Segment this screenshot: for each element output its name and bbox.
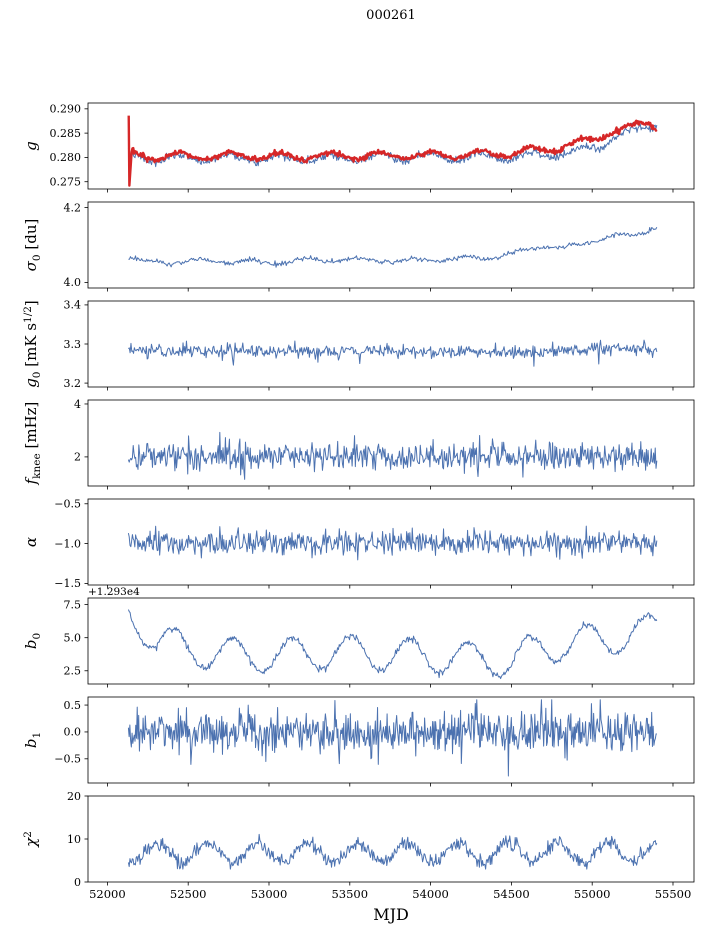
y-axis-label-b1: b1 <box>22 732 43 748</box>
plot-canvas-chi2: 0 10 20 52000 52500 53000 53500 54000 54500 55000… <box>22 790 695 901</box>
subplot-fknee: 2 4 fknee [mHz] <box>0 398 720 490</box>
plot-canvas-alpha: −1.5 −1.0 −0.5 α <box>22 498 695 590</box>
axes-box <box>87 597 695 685</box>
y-tick-label: 0.280 <box>50 151 82 164</box>
y-tick-label: 3.3 <box>64 338 82 351</box>
y-tick-label: 0.285 <box>50 127 82 140</box>
y-tick-label: 20 <box>67 790 81 803</box>
x-tick-label: 53000 <box>251 887 288 901</box>
y-tick-label: −1.5 <box>54 577 81 590</box>
y-tick-label: 0 <box>74 876 81 889</box>
subplot-b0: 2.5 5.0 7.5 +1.293e4 b0 <box>0 586 720 688</box>
axes-box <box>87 201 695 289</box>
x-tick-label: 55000 <box>574 887 611 901</box>
y-axis-label-sigma0: σ0 [du] <box>22 219 43 272</box>
subplot-sigma0: 4.0 4.2 σ0 [du] <box>0 201 720 292</box>
y-tick-label: 2.5 <box>64 665 82 678</box>
series-line-sigma0 <box>128 226 658 268</box>
axes-box <box>87 498 695 586</box>
axes-box <box>87 399 695 487</box>
y-axis-label-g0: g0 [mK s1/2] <box>22 300 43 388</box>
y-tick-label: 5.0 <box>64 631 82 644</box>
x-tick-label: 53500 <box>331 887 368 901</box>
y-tick-label: 2 <box>74 451 81 464</box>
y-tick-label: 3.2 <box>64 377 82 390</box>
y-axis-label-b0: b0 <box>22 633 43 649</box>
y-tick-label: 0.275 <box>50 176 82 189</box>
series-line-alpha <box>127 525 658 561</box>
x-tick-label: 54000 <box>412 887 449 901</box>
plot-canvas-b1: −0.5 0.0 0.5 b1 <box>22 696 695 787</box>
y-axis-label-chi2: χ2 <box>22 831 40 848</box>
x-tick-label: 52500 <box>170 887 207 901</box>
axes-box <box>87 102 695 190</box>
axes-box <box>87 300 695 388</box>
y-tick-label: −0.5 <box>54 753 81 766</box>
series-line-b0 <box>127 609 658 680</box>
plot-canvas-b0: 2.5 5.0 7.5 +1.293e4 b0 <box>22 586 695 688</box>
y-tick-label: −1.0 <box>54 537 81 550</box>
y-tick-label: 4 <box>74 398 81 411</box>
subplot-chi2: 0 10 20 52000 52500 53000 53500 54000 54500 55000… <box>0 790 720 901</box>
subplot-b1: −0.5 0.0 0.5 b1 <box>0 696 720 787</box>
series-line-fknee <box>127 431 658 480</box>
plot-canvas-g0: 3.2 3.3 3.4 g0 [mK s1/2] <box>22 299 695 391</box>
x-tick-label: 52000 <box>89 887 126 901</box>
subplot-alpha: −1.5 −1.0 −0.5 α <box>0 498 720 590</box>
subplot-stack: 0.275 0.280 0.285 0.290 g 4.0 4.2 σ0 [du] 3.2 3… <box>0 102 720 901</box>
axes-box <box>87 696 695 784</box>
series-line-chi2 <box>127 833 658 870</box>
y-axis-label-g: g <box>22 141 40 151</box>
series-line-g0 <box>128 339 658 367</box>
x-tick-label: 55500 <box>655 887 692 901</box>
axis-offset-text: +1.293e4 <box>88 586 140 598</box>
x-tick-label: 54500 <box>493 887 530 901</box>
y-tick-label: 4.2 <box>64 201 82 214</box>
y-axis-label-alpha: α <box>22 537 40 547</box>
series-line-g-raw <box>127 115 658 187</box>
plot-canvas-g: 0.275 0.280 0.285 0.290 g <box>22 102 695 193</box>
series-line-b1 <box>127 699 658 777</box>
x-axis-label: MJD <box>373 905 409 924</box>
subplot-g: 0.275 0.280 0.285 0.290 g <box>0 102 720 193</box>
y-tick-label: 7.5 <box>64 598 82 611</box>
y-tick-label: 0.5 <box>64 699 82 712</box>
plot-canvas-sigma0: 4.0 4.2 σ0 [du] <box>22 201 695 292</box>
y-tick-label: 4.0 <box>64 276 82 289</box>
y-tick-label: 0.0 <box>64 726 82 739</box>
figure-title: 000261 <box>366 8 416 23</box>
y-tick-label: −0.5 <box>54 498 81 511</box>
y-tick-label: 10 <box>67 833 81 846</box>
y-tick-label: 3.4 <box>64 299 82 312</box>
subplot-g0: 3.2 3.3 3.4 g0 [mK s1/2] <box>0 299 720 391</box>
plot-canvas-fknee: 2 4 fknee [mHz] <box>22 398 695 490</box>
y-tick-label: 0.290 <box>50 103 82 116</box>
y-axis-label-fknee: fknee [mHz] <box>22 402 43 486</box>
axes-box <box>87 795 695 883</box>
